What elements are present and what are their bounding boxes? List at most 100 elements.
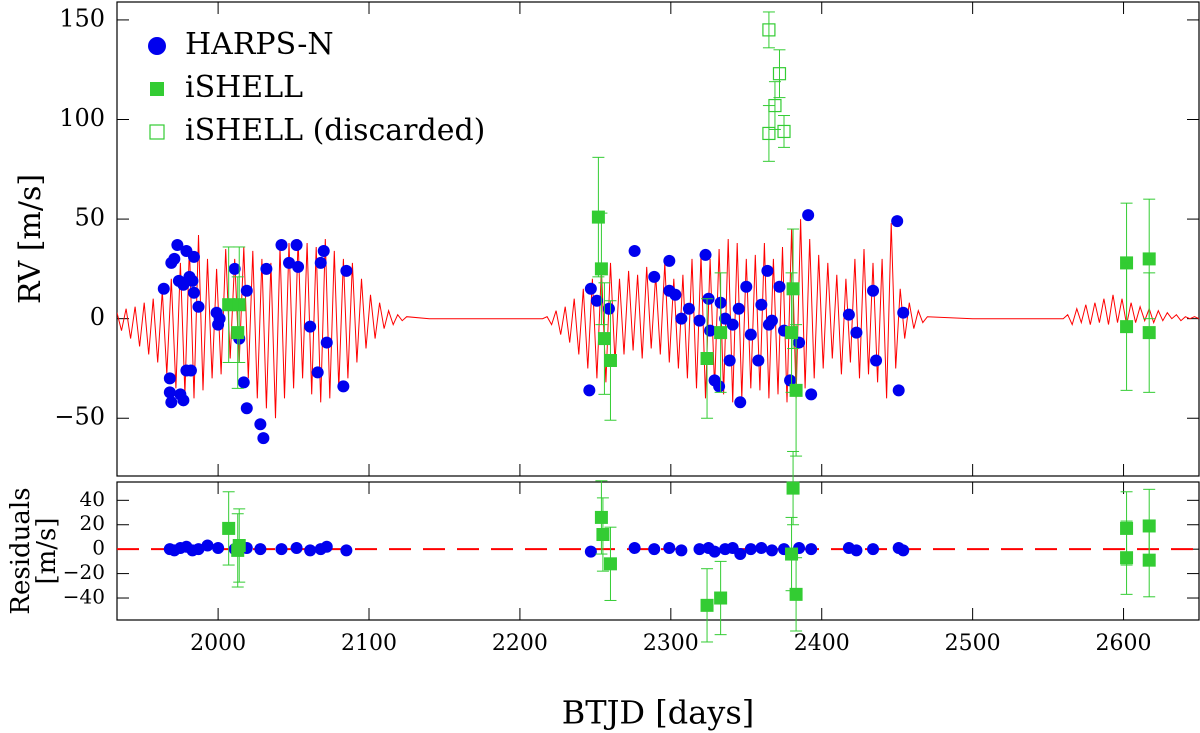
y-tick-label: 20	[80, 511, 105, 535]
data-point	[897, 306, 910, 319]
data-point	[891, 215, 904, 228]
data-point	[237, 376, 250, 389]
data-point	[597, 332, 611, 346]
y-axis-label: Residuals	[6, 487, 36, 614]
data-point	[290, 541, 303, 554]
data-point	[675, 312, 688, 325]
data-point	[171, 238, 184, 251]
data-point	[628, 541, 641, 554]
data-point	[700, 598, 714, 612]
data-point	[240, 284, 253, 297]
data-point	[240, 402, 253, 415]
data-point	[594, 510, 608, 524]
data-point	[726, 318, 739, 331]
data-point	[320, 336, 333, 349]
data-point	[648, 543, 661, 556]
plot-frame	[116, 481, 1200, 621]
data-point	[257, 432, 270, 445]
data-point	[192, 300, 205, 313]
y-axis-label: RV [m/s]	[13, 174, 48, 304]
data-point	[663, 254, 676, 267]
data-point	[290, 238, 303, 251]
data-point	[583, 384, 596, 397]
data-point	[772, 67, 787, 81]
data-point	[254, 418, 267, 431]
y-tick-label: −20	[63, 560, 105, 584]
data-point	[789, 587, 803, 601]
data-point	[897, 544, 910, 557]
data-point	[168, 252, 181, 265]
legend-marker	[150, 82, 164, 96]
data-point	[714, 591, 728, 605]
data-point	[292, 260, 305, 273]
legend-label: iSHELL (discarded)	[185, 113, 485, 148]
data-point	[789, 383, 803, 397]
x-tick-label: 2000	[190, 631, 246, 656]
data-point	[340, 264, 353, 277]
data-point	[777, 124, 791, 139]
data-point	[699, 248, 712, 261]
data-point	[693, 543, 706, 556]
y-tick-label: −40	[63, 585, 105, 609]
y-tick-label: 0	[90, 303, 105, 331]
data-point	[232, 298, 246, 312]
data-point	[584, 545, 597, 558]
x-tick-label: 2200	[492, 631, 548, 656]
data-point	[867, 543, 880, 556]
data-point	[675, 544, 688, 557]
y-tick-label: 40	[80, 487, 105, 511]
data-point	[714, 326, 728, 340]
y-tick-label: 50	[74, 204, 105, 232]
data-point	[784, 374, 797, 387]
y-tick-label: 0	[92, 536, 105, 560]
data-point	[163, 386, 176, 399]
data-point	[773, 280, 786, 293]
data-point	[870, 354, 883, 367]
data-point	[1120, 551, 1134, 565]
data-point	[708, 545, 721, 558]
data-point	[1142, 252, 1156, 266]
data-point	[187, 286, 200, 299]
x-tick-label: 2300	[643, 631, 699, 656]
data-point	[682, 302, 695, 315]
y-tick-label: −50	[54, 403, 105, 431]
data-point	[768, 98, 782, 113]
data-point	[320, 540, 333, 553]
data-point	[752, 354, 765, 367]
y-axis-label: [m/s]	[32, 517, 62, 584]
data-point	[602, 302, 615, 315]
data-point	[186, 274, 199, 287]
legend-marker	[148, 37, 166, 55]
data-point	[762, 126, 776, 141]
data-point	[734, 396, 747, 409]
data-point	[805, 543, 818, 556]
data-point	[283, 256, 296, 269]
x-tick-label: 2500	[945, 631, 1001, 656]
data-point	[693, 314, 706, 327]
data-point	[785, 326, 799, 340]
data-point	[304, 544, 317, 557]
data-point	[842, 308, 855, 321]
data-point	[596, 528, 610, 542]
data-point	[594, 262, 608, 276]
legend-label: iSHELL	[185, 70, 303, 105]
data-point	[254, 543, 267, 556]
data-point	[765, 314, 778, 327]
data-point	[177, 394, 190, 407]
data-point	[311, 366, 324, 379]
data-point	[201, 539, 214, 552]
data-point	[740, 280, 753, 293]
data-point	[713, 380, 726, 393]
data-point	[892, 384, 905, 397]
data-point	[648, 270, 661, 283]
data-point	[212, 541, 225, 554]
data-point	[275, 543, 288, 556]
data-point	[850, 544, 863, 557]
data-point	[850, 326, 863, 339]
data-point	[228, 262, 241, 275]
x-tick-label: 2400	[794, 631, 850, 656]
data-point	[732, 302, 745, 315]
data-point	[744, 543, 757, 556]
data-point	[802, 209, 815, 222]
data-point	[805, 388, 818, 401]
